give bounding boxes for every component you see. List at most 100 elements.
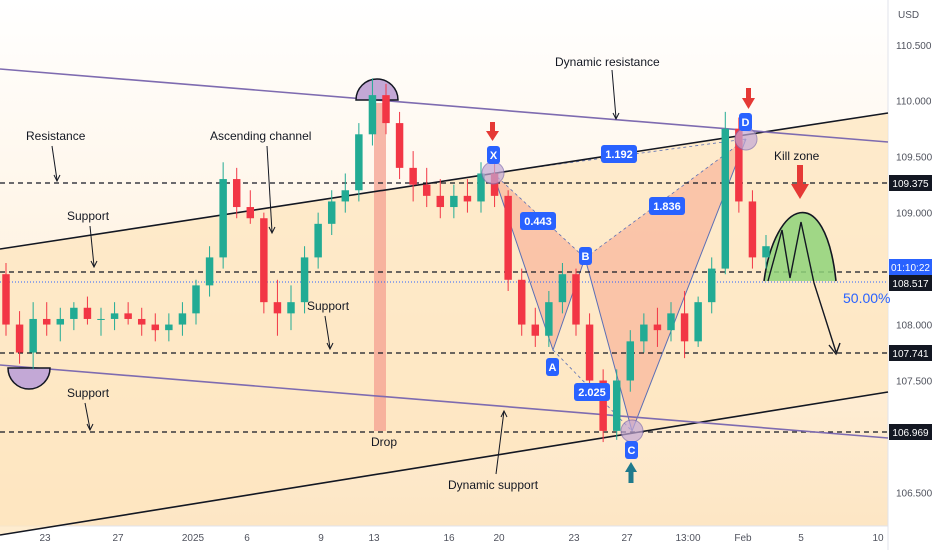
- candle: [436, 179, 445, 219]
- candle: [246, 190, 255, 224]
- candle-body: [56, 318, 65, 325]
- candle-body: [490, 173, 499, 196]
- arrow-down-icon: [791, 165, 809, 199]
- candle: [517, 268, 526, 336]
- candle-body: [640, 324, 648, 342]
- candle: [273, 279, 282, 336]
- candle: [762, 235, 770, 269]
- candle: [2, 263, 10, 336]
- arrow-up-icon: [625, 462, 637, 483]
- candle-body: [504, 195, 512, 280]
- label-support-lower: Support: [67, 386, 110, 400]
- candle-body: [707, 268, 716, 303]
- dynamic-support-line: [0, 364, 889, 439]
- ratio-label: 2.025: [574, 383, 610, 401]
- svg-text:A: A: [549, 362, 557, 374]
- candle: [680, 290, 689, 359]
- svg-text:2.025: 2.025: [578, 387, 606, 399]
- price-tick-label: 110.500: [896, 41, 932, 52]
- annotation-pointers: [51, 69, 620, 475]
- candle-body: [205, 257, 214, 286]
- candle: [97, 307, 105, 336]
- support-touch-arc: [7, 367, 51, 390]
- candle-body: [626, 341, 635, 381]
- d-point-circle: [734, 127, 758, 151]
- label-percent: 50.00%: [843, 290, 890, 306]
- resistance-touch-arc: [355, 78, 399, 101]
- candle: [56, 307, 65, 342]
- candle: [626, 330, 635, 392]
- label-resistance: Resistance: [26, 129, 86, 143]
- candle: [640, 313, 648, 353]
- candle-body: [151, 324, 160, 331]
- candle: [124, 302, 132, 325]
- price-tag-label: 01:10:22: [891, 263, 930, 274]
- svg-text:C: C: [628, 445, 636, 457]
- candle-body: [694, 302, 702, 342]
- candle-body: [29, 318, 37, 353]
- projection-path: [767, 221, 837, 353]
- currency-label: USD: [898, 10, 919, 21]
- candle-body: [463, 195, 472, 202]
- point-a-label[interactable]: A: [546, 358, 559, 376]
- candle-body: [572, 274, 580, 325]
- svg-text:0.443: 0.443: [524, 216, 552, 228]
- svg-text:D: D: [742, 117, 750, 129]
- candle: [355, 123, 363, 202]
- candle-body: [341, 190, 350, 202]
- label-kill-zone: Kill zone: [774, 149, 820, 163]
- point-d-label[interactable]: D: [739, 113, 752, 131]
- candle: [368, 78, 377, 146]
- time-tick-label: 23: [568, 533, 580, 544]
- candle: [83, 296, 92, 325]
- time-tick-label: Feb: [734, 533, 752, 544]
- candle-body: [531, 324, 540, 336]
- time-tick-label: 13:00: [675, 533, 700, 544]
- candle-body: [273, 302, 282, 314]
- ratio-label: 1.192: [601, 145, 637, 163]
- candle: [667, 302, 675, 342]
- candle-body: [70, 307, 78, 319]
- price-tick-label: 109.500: [896, 153, 932, 164]
- candle: [137, 307, 146, 336]
- candle-body: [545, 302, 553, 336]
- candle: [219, 162, 227, 269]
- time-tick-label: 20: [493, 533, 505, 544]
- candle-body: [246, 207, 255, 219]
- price-tick-label: 109.000: [896, 209, 932, 220]
- candle-body: [327, 201, 336, 224]
- candle: [192, 279, 200, 325]
- candle-body: [42, 318, 51, 325]
- candle: [42, 302, 51, 336]
- candle-body: [721, 128, 730, 269]
- svg-text:X: X: [490, 150, 498, 162]
- candle: [707, 257, 716, 314]
- price-tick-label: 106.500: [896, 488, 932, 499]
- candle-body: [762, 246, 770, 258]
- candle: [165, 313, 173, 342]
- candle-body: [219, 179, 227, 258]
- time-tick-label: 5: [798, 533, 804, 544]
- point-b-label[interactable]: B: [579, 247, 592, 265]
- time-tick-label: 13: [368, 533, 380, 544]
- candle-body: [15, 324, 24, 353]
- price-tag-bg: [889, 259, 932, 275]
- price-tick-label: 110.000: [896, 97, 932, 108]
- price-tick-label: 108.000: [896, 321, 932, 332]
- point-c-label[interactable]: C: [625, 441, 638, 459]
- price-axis-ticks: 110.500 110.000 109.500 109.000 108.000 107.5…: [896, 41, 932, 500]
- candle: [327, 190, 336, 236]
- candle: [382, 83, 390, 135]
- candle-body: [300, 257, 309, 303]
- candle-body: [599, 380, 607, 431]
- candle: [29, 302, 37, 370]
- candle: [178, 302, 187, 336]
- time-tick-label: 9: [318, 533, 324, 544]
- candle: [110, 302, 119, 331]
- price-tag-bg: [889, 345, 932, 361]
- candle-body: [735, 128, 743, 202]
- point-x-label[interactable]: X: [487, 146, 500, 164]
- label-dynamic-resistance: Dynamic resistance: [555, 55, 660, 69]
